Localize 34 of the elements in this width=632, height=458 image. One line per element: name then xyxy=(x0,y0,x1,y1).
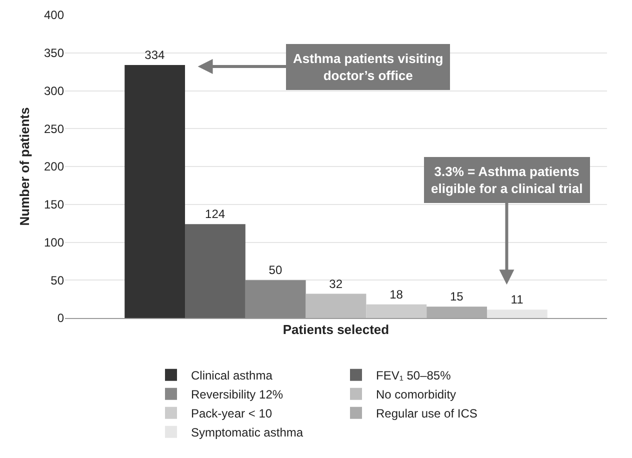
annotation: Asthma patients visiting doctor’s office xyxy=(293,51,444,83)
y-tick-label: 150 xyxy=(44,198,64,212)
legend-label: No comorbidity xyxy=(376,388,456,402)
legend-label: Symptomatic asthma xyxy=(191,426,304,440)
legend-label: Clinical asthma xyxy=(191,368,273,383)
x-axis-title: Patients selected xyxy=(282,322,390,337)
bar xyxy=(245,280,306,318)
legend-label: FEV₁ 50–85% xyxy=(376,368,452,383)
bar xyxy=(426,306,487,318)
annotation: 3.3% = Asthma patients eligible for a clinical trial xyxy=(431,164,583,196)
data-label: 50 xyxy=(268,263,282,278)
y-tick-label: 300 xyxy=(44,84,64,98)
bar xyxy=(366,304,427,318)
legend-label: Pack-year < 10 xyxy=(191,406,272,421)
bar xyxy=(486,310,548,318)
data-label: 32 xyxy=(329,276,343,291)
legend-label: Reversibility 12% xyxy=(191,388,284,402)
data-label: 124 xyxy=(205,207,226,222)
legend-label: Regular use of ICS xyxy=(376,406,478,421)
data-label: 334 xyxy=(144,48,165,62)
data-label: 18 xyxy=(390,287,404,302)
bar xyxy=(306,294,366,318)
data-label: 11 xyxy=(510,292,524,307)
bar xyxy=(124,65,186,318)
bar xyxy=(185,224,246,318)
y-tick-label: 250 xyxy=(44,122,64,136)
y-tick-label: 400 xyxy=(44,8,64,22)
y-tick-label: 100 xyxy=(44,235,64,250)
y-tick-label: 50 xyxy=(50,273,64,288)
data-label: 15 xyxy=(450,290,464,304)
y-tick-label: 350 xyxy=(44,46,64,60)
y-axis-title: Number of patients xyxy=(17,107,32,226)
y-tick-label: 0 xyxy=(57,311,64,326)
y-tick-label: 200 xyxy=(44,160,64,174)
